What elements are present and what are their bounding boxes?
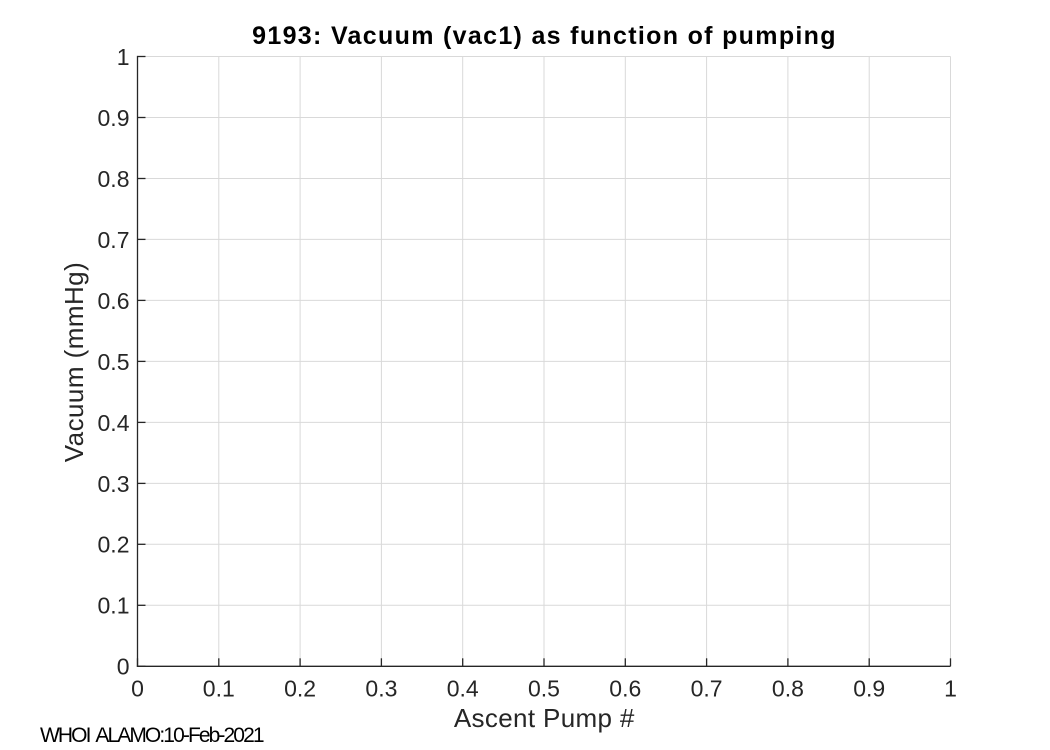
svg-text:WHOI ALAMO:10-Feb-2021: WHOI ALAMO:10-Feb-2021 bbox=[40, 724, 264, 747]
svg-text:0.5: 0.5 bbox=[98, 349, 130, 375]
svg-text:0.8: 0.8 bbox=[772, 676, 804, 702]
svg-text:0.7: 0.7 bbox=[98, 227, 130, 253]
svg-text:0.1: 0.1 bbox=[203, 676, 235, 702]
svg-text:0.4: 0.4 bbox=[98, 410, 130, 436]
svg-text:0.3: 0.3 bbox=[365, 676, 397, 702]
svg-text:0.2: 0.2 bbox=[284, 676, 316, 702]
svg-text:Ascent Pump #: Ascent Pump # bbox=[454, 703, 635, 733]
svg-text:0.2: 0.2 bbox=[98, 532, 130, 558]
svg-text:0.4: 0.4 bbox=[447, 676, 479, 702]
svg-text:0.9: 0.9 bbox=[853, 676, 885, 702]
svg-text:0.7: 0.7 bbox=[691, 676, 723, 702]
svg-text:0.9: 0.9 bbox=[98, 105, 130, 131]
svg-text:9193: Vacuum (vac1) as functio: 9193: Vacuum (vac1) as function of pumpi… bbox=[252, 22, 837, 50]
svg-text:0.6: 0.6 bbox=[98, 288, 130, 314]
svg-text:0.1: 0.1 bbox=[98, 593, 130, 619]
svg-text:1: 1 bbox=[944, 676, 957, 702]
svg-text:0: 0 bbox=[131, 676, 144, 702]
svg-text:1: 1 bbox=[117, 44, 130, 70]
svg-text:Vacuum (mmHg): Vacuum (mmHg) bbox=[59, 262, 89, 462]
svg-text:0.3: 0.3 bbox=[98, 471, 130, 497]
svg-text:0: 0 bbox=[117, 654, 130, 680]
svg-text:0.8: 0.8 bbox=[98, 166, 130, 192]
svg-text:0.6: 0.6 bbox=[609, 676, 641, 702]
svg-text:0.5: 0.5 bbox=[528, 676, 560, 702]
